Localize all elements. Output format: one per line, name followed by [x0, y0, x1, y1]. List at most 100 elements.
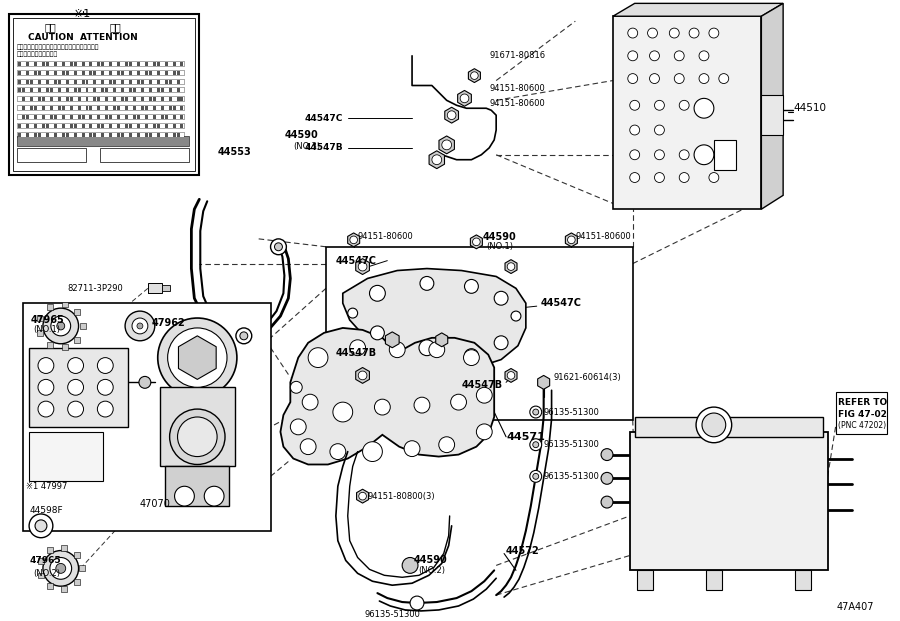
Bar — [148, 79, 152, 83]
Bar — [17, 70, 185, 76]
Polygon shape — [471, 235, 482, 249]
Bar — [97, 124, 100, 128]
Bar — [181, 97, 184, 101]
Bar — [23, 303, 271, 531]
Bar — [141, 106, 144, 111]
Circle shape — [374, 399, 391, 415]
Bar — [77, 115, 81, 119]
Bar — [42, 124, 45, 128]
Bar — [125, 97, 128, 101]
Bar — [82, 115, 85, 119]
Circle shape — [371, 326, 384, 340]
Bar — [74, 133, 76, 137]
Circle shape — [330, 444, 346, 460]
Circle shape — [347, 308, 357, 318]
Polygon shape — [468, 69, 481, 83]
Circle shape — [699, 74, 709, 83]
Circle shape — [167, 328, 227, 388]
Bar — [77, 88, 81, 93]
Bar — [94, 133, 96, 137]
Circle shape — [56, 563, 66, 573]
Polygon shape — [457, 91, 472, 106]
Polygon shape — [429, 151, 445, 169]
Bar — [176, 71, 179, 75]
Bar — [137, 115, 139, 119]
Bar — [75, 337, 80, 343]
Circle shape — [57, 322, 65, 330]
Bar — [61, 345, 68, 350]
Bar — [17, 61, 185, 66]
Bar — [89, 115, 93, 119]
Circle shape — [240, 332, 248, 340]
Bar — [69, 61, 73, 66]
Circle shape — [358, 262, 367, 271]
Circle shape — [350, 236, 357, 243]
Bar — [109, 61, 112, 66]
Circle shape — [350, 340, 365, 356]
Bar — [62, 133, 65, 137]
Bar — [153, 106, 156, 111]
Circle shape — [439, 437, 454, 453]
Circle shape — [476, 424, 492, 440]
Bar — [176, 79, 179, 83]
Circle shape — [38, 358, 54, 373]
Bar — [159, 388, 235, 466]
Bar — [102, 79, 104, 83]
Bar — [62, 124, 65, 128]
Circle shape — [694, 145, 714, 165]
Text: ※1 47997: ※1 47997 — [26, 482, 68, 491]
Bar — [74, 124, 76, 128]
Text: 94151-80600: 94151-80600 — [490, 84, 545, 93]
Bar — [157, 133, 159, 137]
Circle shape — [680, 173, 689, 183]
Text: 高圧ガス　ブレーキ機構の改造・分解・交換等は: 高圧ガス ブレーキ機構の改造・分解・交換等は — [17, 44, 100, 50]
Bar — [54, 124, 57, 128]
Circle shape — [630, 150, 640, 160]
Bar — [113, 97, 116, 101]
Bar — [137, 133, 139, 137]
Circle shape — [169, 409, 225, 465]
Bar — [153, 115, 156, 119]
Bar — [125, 106, 128, 111]
Circle shape — [158, 318, 237, 397]
Text: (NO.2): (NO.2) — [33, 569, 60, 578]
Bar — [148, 97, 152, 101]
Circle shape — [139, 376, 151, 388]
Bar — [66, 97, 68, 101]
Circle shape — [414, 397, 430, 413]
Bar — [122, 88, 124, 93]
Bar — [122, 133, 124, 137]
Text: 44572: 44572 — [506, 546, 540, 556]
Bar — [74, 71, 76, 75]
Bar — [26, 124, 29, 128]
Bar — [105, 106, 108, 111]
Bar — [17, 132, 185, 138]
Circle shape — [568, 236, 575, 243]
Circle shape — [601, 473, 613, 484]
Bar — [165, 61, 167, 66]
Circle shape — [476, 388, 492, 403]
Bar — [82, 133, 85, 137]
Bar — [102, 133, 104, 137]
Text: 44571: 44571 — [506, 432, 544, 442]
Bar — [69, 97, 73, 101]
Bar — [117, 133, 120, 137]
Bar — [145, 61, 148, 66]
Bar — [761, 96, 783, 135]
Bar — [125, 115, 128, 119]
Bar — [173, 106, 176, 111]
Bar — [86, 97, 88, 101]
Bar — [129, 61, 132, 66]
Circle shape — [442, 140, 452, 150]
Bar — [30, 97, 33, 101]
Bar — [34, 71, 37, 75]
Bar — [714, 140, 735, 170]
Text: 警告: 警告 — [109, 22, 122, 32]
Bar — [61, 545, 68, 551]
Circle shape — [308, 348, 328, 368]
Circle shape — [680, 101, 689, 111]
Circle shape — [97, 379, 113, 395]
Polygon shape — [505, 260, 517, 273]
Circle shape — [29, 514, 53, 538]
Bar — [161, 97, 164, 101]
